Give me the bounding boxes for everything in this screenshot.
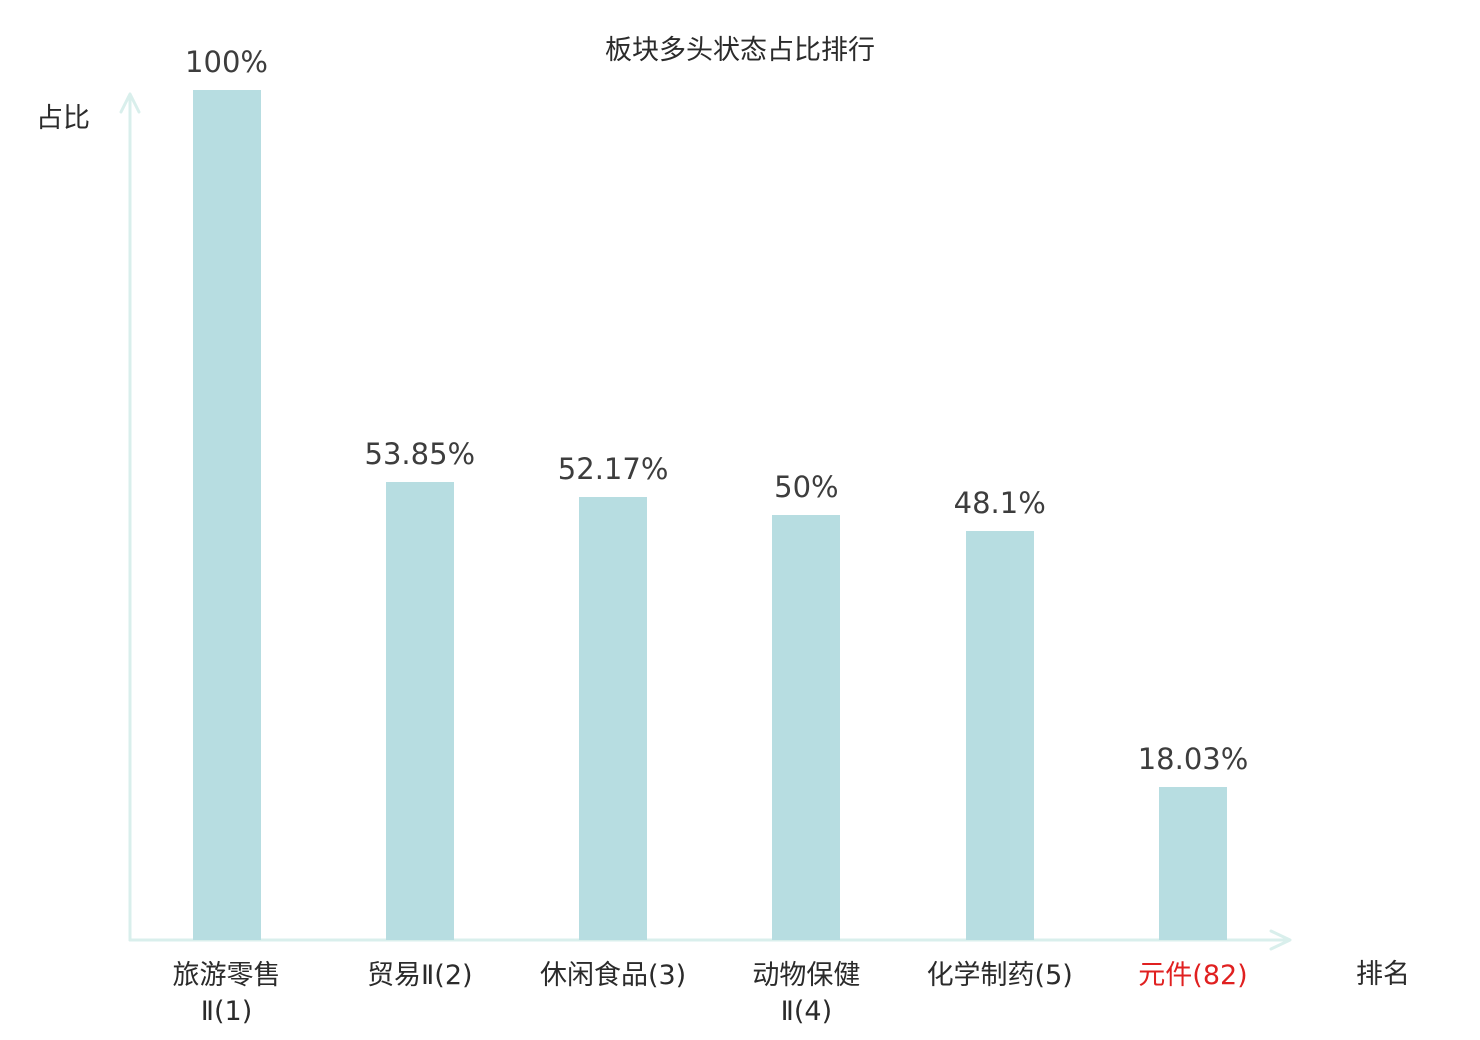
bar-value-label: 48.1% — [953, 486, 1046, 521]
y-axis — [119, 92, 141, 942]
bar — [385, 482, 454, 940]
bar-value-label: 50% — [774, 470, 839, 504]
bar — [192, 90, 261, 940]
bar-value-label: 18.03% — [1137, 741, 1249, 776]
bar — [579, 496, 648, 940]
bar-value-label: 100% — [185, 45, 268, 79]
bar-category-label: 化学制药(5) — [926, 960, 1073, 991]
x-axis-arrow-icon — [1269, 929, 1292, 951]
bar-value-label: 53.85% — [364, 437, 476, 472]
y-axis-title: 占比 — [36, 103, 90, 134]
bar-category-label: 休闲食品(3) — [539, 960, 687, 991]
bar-category-label: 贸易Ⅱ(2) — [367, 960, 473, 991]
bar-category-label: 动物保健 Ⅱ(4) — [752, 960, 861, 1027]
bar — [965, 531, 1034, 940]
chart-title: 板块多头状态占比排行 — [605, 35, 875, 66]
bar-category-label: 元件(82) — [1138, 960, 1248, 991]
bar — [772, 515, 841, 940]
bar-category-label: 旅游零售 Ⅱ(1) — [172, 960, 281, 1027]
y-axis-arrow-icon — [119, 92, 141, 114]
bar-value-label: 52.17% — [557, 451, 669, 486]
bar — [1159, 786, 1227, 940]
x-axis-title: 排名 — [1356, 959, 1410, 990]
x-axis — [128, 929, 1292, 951]
